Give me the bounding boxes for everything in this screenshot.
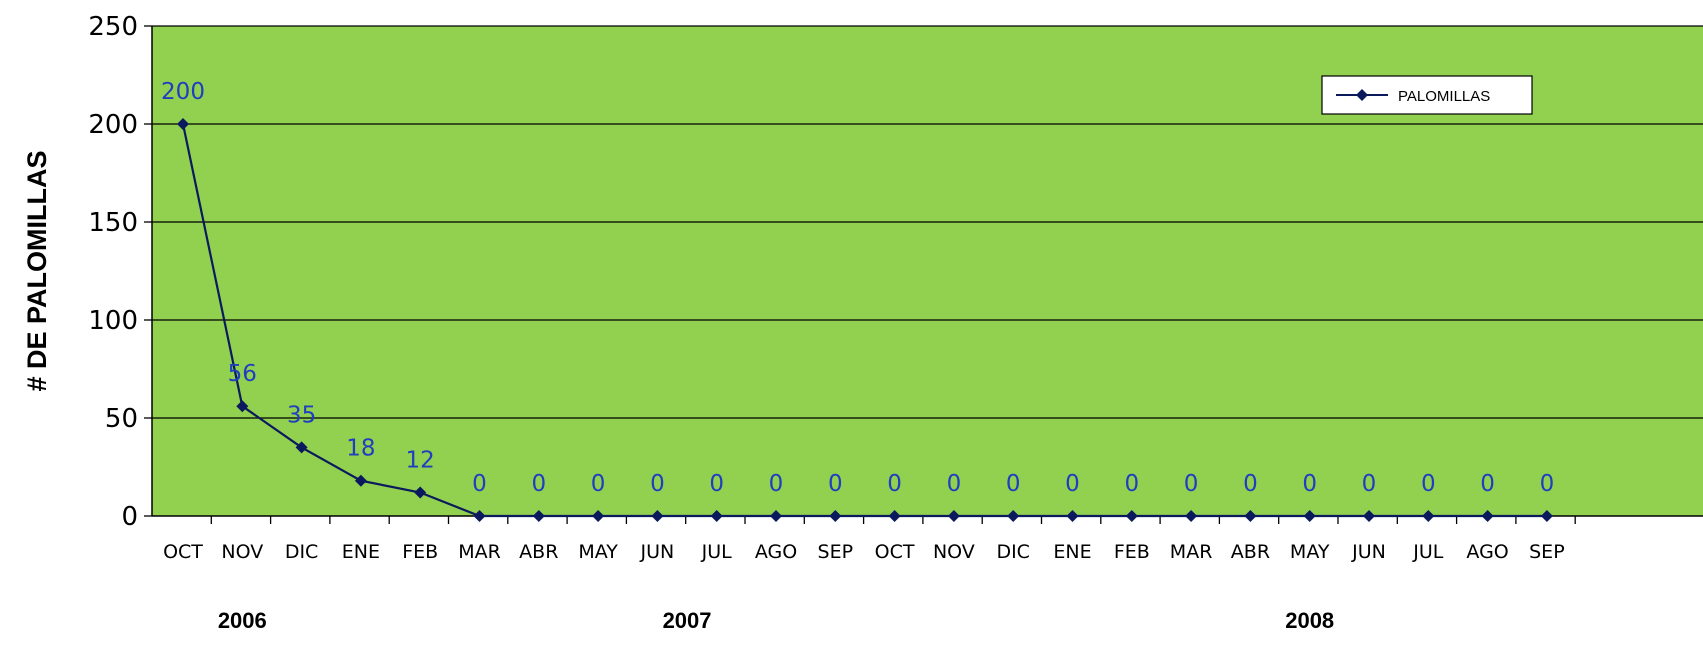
data-point	[295, 441, 308, 454]
x-tick-label: FEB	[1114, 541, 1150, 563]
data-point	[1481, 510, 1494, 522]
data-label: 0	[650, 471, 665, 497]
data-label: 0	[1243, 471, 1258, 497]
data-label: 0	[1184, 471, 1199, 497]
data-label: 0	[1006, 471, 1021, 497]
y-tick-label: 100	[88, 306, 138, 336]
data-label: 200	[161, 79, 205, 105]
data-point	[1422, 510, 1435, 522]
data-point	[888, 510, 901, 522]
data-label: 0	[1065, 471, 1080, 497]
year-label: 2006	[218, 608, 267, 633]
data-point	[177, 118, 189, 130]
y-tick-label: 250	[88, 12, 138, 42]
data-point	[710, 510, 723, 522]
data-point	[592, 510, 605, 522]
x-tick-label: ENE	[1053, 541, 1091, 563]
data-label: 0	[1421, 471, 1436, 497]
data-label: 0	[1540, 471, 1555, 497]
data-point	[1540, 510, 1553, 522]
data-label: 0	[769, 471, 784, 497]
x-tick-label: JUL	[701, 541, 733, 563]
x-tick-label: SEP	[818, 541, 854, 563]
x-tick-label: ENE	[342, 541, 380, 563]
data-point	[236, 400, 249, 413]
x-tick-label: AGO	[755, 541, 797, 563]
y-tick-label: 200	[88, 110, 138, 140]
data-point	[1185, 510, 1198, 522]
data-point	[1007, 510, 1020, 522]
x-tick-label: ABR	[519, 541, 558, 563]
x-tick-label: MAR	[458, 541, 501, 563]
x-tick-label: ABR	[1231, 541, 1270, 563]
x-tick-label: MAY	[1290, 541, 1330, 563]
x-tick-label: OCT	[875, 541, 915, 563]
data-label: 18	[346, 436, 375, 462]
x-tick-label: NOV	[221, 541, 263, 563]
data-labels: 200 56 35 18 12 0 0 0 0 0 0 0 0 0 0 0 0 0 0 0 0 0 0 0	[161, 79, 1554, 497]
y-tick-label: 150	[88, 208, 138, 238]
x-tick-label: DIC	[285, 541, 319, 563]
data-point	[770, 510, 782, 522]
gridlines	[152, 25, 1703, 419]
data-point	[947, 510, 960, 522]
year-label: 2007	[663, 608, 712, 633]
legend: PALOMILLAS	[1321, 75, 1533, 115]
legend-marker	[1356, 89, 1368, 101]
data-label: 35	[287, 402, 316, 428]
data-label: 0	[828, 471, 843, 497]
data-label: 0	[709, 471, 724, 497]
data-label: 0	[1124, 471, 1139, 497]
data-label: 0	[531, 471, 546, 497]
y-tick-label: 0	[121, 502, 138, 532]
x-tick-label: AGO	[1466, 541, 1508, 563]
x-tick-label: JUN	[640, 541, 675, 563]
legend-label: PALOMILLAS	[1398, 88, 1490, 105]
x-tick-label: JUL	[1412, 541, 1444, 563]
data-point	[1303, 510, 1316, 522]
data-label: 0	[887, 471, 902, 497]
x-tick-label: NOV	[933, 541, 975, 563]
x-tick-label: MAR	[1170, 541, 1213, 563]
year-group-labels: 2006 2007 2008	[218, 608, 1334, 633]
data-label: 0	[1302, 471, 1317, 497]
data-point	[532, 510, 545, 522]
data-point	[1363, 510, 1375, 522]
data-point	[1244, 510, 1257, 522]
data-point	[1066, 510, 1079, 522]
data-label: 0	[947, 471, 962, 497]
data-label: 0	[591, 471, 606, 497]
data-label: 0	[472, 471, 487, 497]
data-point	[829, 510, 842, 522]
data-point	[651, 510, 664, 522]
series-palomillas	[177, 118, 1553, 522]
data-label: 12	[406, 447, 435, 473]
x-tick-label: JUN	[1351, 541, 1386, 563]
series-line	[181, 123, 1547, 518]
x-tick-label: OCT	[163, 541, 203, 563]
x-tick-label: FEB	[402, 541, 438, 563]
year-label: 2008	[1285, 608, 1334, 633]
data-point	[414, 486, 427, 499]
x-tick-label: SEP	[1529, 541, 1565, 563]
data-label: 0	[1362, 471, 1377, 497]
x-tick-label: MAY	[578, 541, 618, 563]
data-point	[354, 474, 367, 487]
x-tick-labels: OCT NOV DIC ENE FEB MAR ABR MAY JUN JUL AGO SEP OCT N…	[163, 516, 1576, 563]
data-point	[473, 510, 486, 522]
y-tick-label: 50	[105, 404, 138, 434]
data-label: 56	[228, 361, 257, 387]
x-tick-label: DIC	[996, 541, 1030, 563]
data-label: 0	[1480, 471, 1495, 497]
y-tick-labels: 0 50 100 150 200 250	[88, 12, 152, 532]
y-axis-label: # DE PALOMILLAS	[22, 150, 52, 391]
data-point	[1125, 510, 1138, 522]
